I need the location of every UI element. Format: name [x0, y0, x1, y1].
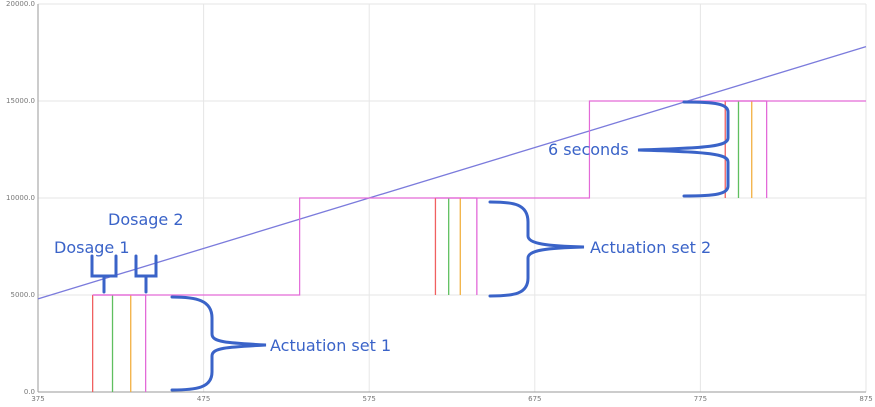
actuation-set-1-brace — [170, 295, 267, 392]
actuation-set-1-label: Actuation set 1 — [270, 336, 391, 355]
axes — [37, 4, 866, 393]
actuation-set-2-brace — [488, 200, 585, 298]
y-tick-label: 0.0 — [24, 388, 35, 396]
annotation-labels: Dosage 1 Dosage 2 Actuation set 1 Actuat… — [54, 140, 711, 355]
y-tick-label: 10000.0 — [6, 194, 35, 202]
series-line-1 — [37, 46, 867, 300]
x-tick-label: 775 — [694, 395, 707, 403]
x-tick-label: 375 — [31, 395, 44, 403]
six-seconds-brace — [637, 100, 730, 198]
x-tick-label: 475 — [197, 395, 210, 403]
x-tick-label: 575 — [363, 395, 376, 403]
x-tick-label: 675 — [528, 395, 541, 403]
dosage-2-bracket — [134, 254, 158, 294]
dosage-1-bracket — [90, 254, 118, 294]
x-tick-labels: 375 475 575 675 775 875 — [31, 395, 872, 403]
y-tick-label: 20000.0 — [6, 0, 35, 8]
dosage-2-label: Dosage 2 — [108, 210, 184, 229]
y-tick-label: 5000.0 — [11, 291, 36, 299]
dosage-1-label: Dosage 1 — [54, 238, 130, 257]
annotation-braces — [90, 100, 730, 392]
y-tick-labels: 0.0 5000.0 10000.0 15000.0 20000.0 — [6, 0, 35, 396]
actuation-set-2-label: Actuation set 2 — [590, 238, 711, 257]
x-tick-label: 875 — [859, 395, 872, 403]
series-lines — [37, 46, 867, 300]
six-seconds-label: 6 seconds — [548, 140, 629, 159]
actuation-lines — [91, 100, 768, 392]
y-tick-label: 15000.0 — [6, 97, 35, 105]
